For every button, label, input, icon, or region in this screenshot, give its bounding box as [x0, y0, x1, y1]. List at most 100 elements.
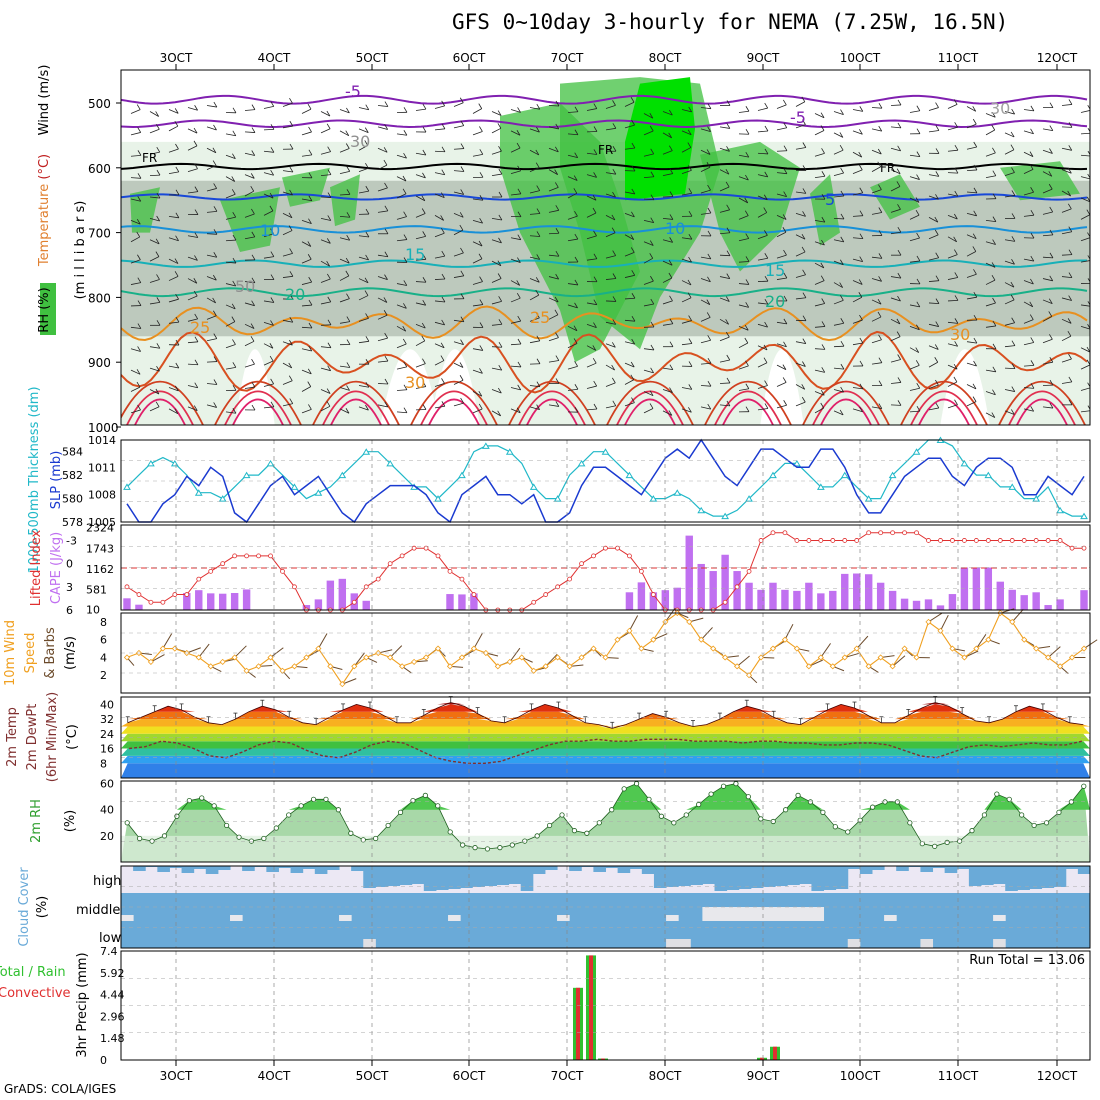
- wind-barb: [168, 321, 179, 324]
- wind-barb: [738, 304, 749, 308]
- wind-barb-flag: [954, 399, 958, 405]
- lifted-index-point: [292, 584, 297, 590]
- wind-barb-flag: [441, 146, 446, 152]
- wind-barb-flag: [156, 320, 161, 326]
- wind-barb: [586, 323, 597, 328]
- wind-barb-flag: [536, 254, 541, 260]
- wind-barb: [909, 410, 921, 413]
- wind-barb-flag: [972, 106, 977, 112]
- wind-barb-flag: [991, 124, 996, 131]
- axis-label-part: Wind: [37, 103, 52, 136]
- wind-barb-flag: [269, 192, 274, 199]
- contour-label: 50: [235, 277, 255, 296]
- wind-barb: [282, 230, 293, 236]
- temp-color-band: [121, 711, 1090, 720]
- wind-barb: [1004, 195, 1015, 198]
- rh-point: [882, 799, 888, 805]
- wind-barb: [814, 175, 825, 179]
- rh-moist-patch: [330, 174, 360, 227]
- wind-barb-flag: [232, 107, 237, 114]
- wind-barb: [301, 409, 312, 414]
- wind-barb-flag: [479, 195, 484, 201]
- wind-barb: [643, 220, 654, 224]
- wind-speed-point: [626, 627, 633, 634]
- rh-point: [696, 801, 702, 808]
- cape-bar: [817, 593, 825, 610]
- wind-barb: [168, 408, 178, 415]
- precip-convective-bar: [773, 1046, 777, 1060]
- wind-barb: [453, 402, 464, 407]
- wind-barb: [947, 104, 958, 109]
- wind-barb: [947, 215, 958, 220]
- wind-barb: [320, 260, 330, 267]
- wind-barb: [263, 300, 274, 303]
- wind-barb: [453, 319, 464, 323]
- wind-barb: [320, 196, 332, 198]
- wind-barb-flag: [726, 123, 731, 129]
- wind-barb-flag: [573, 325, 578, 331]
- wind-barb-flag: [878, 334, 882, 340]
- x-tick-bottom: 5OCT: [356, 1069, 389, 1083]
- contour-label: 30: [350, 132, 370, 151]
- wind-barb: [662, 300, 673, 305]
- axis-label-part: & Barbs: [43, 627, 58, 679]
- wind-barb: [377, 297, 388, 303]
- cloud-high-bar: [351, 866, 364, 871]
- wind-barb: [1080, 109, 1090, 113]
- rh-point: [522, 838, 528, 844]
- wind-barb-flag: [1067, 318, 1072, 324]
- thickness-point: [577, 459, 586, 467]
- wind-barb: [719, 186, 730, 192]
- wind-barb: [909, 260, 920, 263]
- axis-label-part: Lifted Index: [29, 529, 44, 606]
- wind-barb-flag: [270, 170, 275, 176]
- wind-barb: [1080, 214, 1090, 220]
- wind-barb: [529, 317, 540, 322]
- temp-ylabel-2: 2m DewPt: [25, 704, 40, 771]
- wind-barb: [833, 322, 844, 326]
- thickness-point: [745, 495, 753, 502]
- wind-barb-flag: [631, 315, 636, 322]
- surface-isotherm: [802, 381, 890, 425]
- wind-barb: [586, 108, 597, 111]
- cloud-mid-gap: [738, 907, 752, 921]
- wind-barb: [776, 343, 787, 348]
- rh-point: [783, 807, 789, 813]
- axis-label-part: 3hr Precip (mm): [75, 952, 90, 1057]
- wind-barb: [244, 152, 255, 156]
- rh-point: [124, 820, 130, 826]
- wind-barb-flag: [193, 140, 198, 147]
- wind-barb: [263, 256, 274, 259]
- wind-barb-flag: [156, 215, 161, 222]
- wind-barb-flag: [707, 380, 712, 387]
- wind-barb: [662, 410, 673, 416]
- wind-barb-flag: [516, 280, 521, 286]
- wind-barb-flag: [897, 99, 902, 106]
- cloud-mid-gap: [811, 907, 825, 921]
- wind-barb: [662, 173, 673, 177]
- rh-point: [621, 786, 627, 792]
- wind-barb: [700, 212, 711, 215]
- wind-barb: [833, 389, 844, 393]
- panel-frame-temp: [120, 696, 1091, 779]
- cloud-high-bar: [399, 866, 413, 885]
- wind-barb: [928, 174, 939, 177]
- wind-barb-flag: [402, 338, 407, 345]
- cloud-high-bar: [302, 866, 316, 869]
- wind-barb-flag: [1011, 213, 1016, 219]
- cloud-mid-gap: [726, 907, 740, 921]
- wind-barb: [263, 343, 274, 349]
- wind-barb-flag: [479, 345, 484, 351]
- wind-barb: [1023, 169, 1034, 174]
- rh-point: [969, 828, 975, 834]
- rh-point: [385, 822, 391, 829]
- cloud-high-bar: [787, 866, 800, 885]
- rh-point: [484, 846, 491, 852]
- wind-barb-flag: [688, 361, 693, 367]
- wind-barb-flag: [573, 175, 578, 181]
- wind-barb: [301, 304, 312, 307]
- wind-barb: [681, 320, 692, 324]
- wind-barb-flag: [897, 122, 902, 129]
- wind-speed-point: [722, 654, 729, 661]
- wind-barb-flag: [725, 296, 730, 302]
